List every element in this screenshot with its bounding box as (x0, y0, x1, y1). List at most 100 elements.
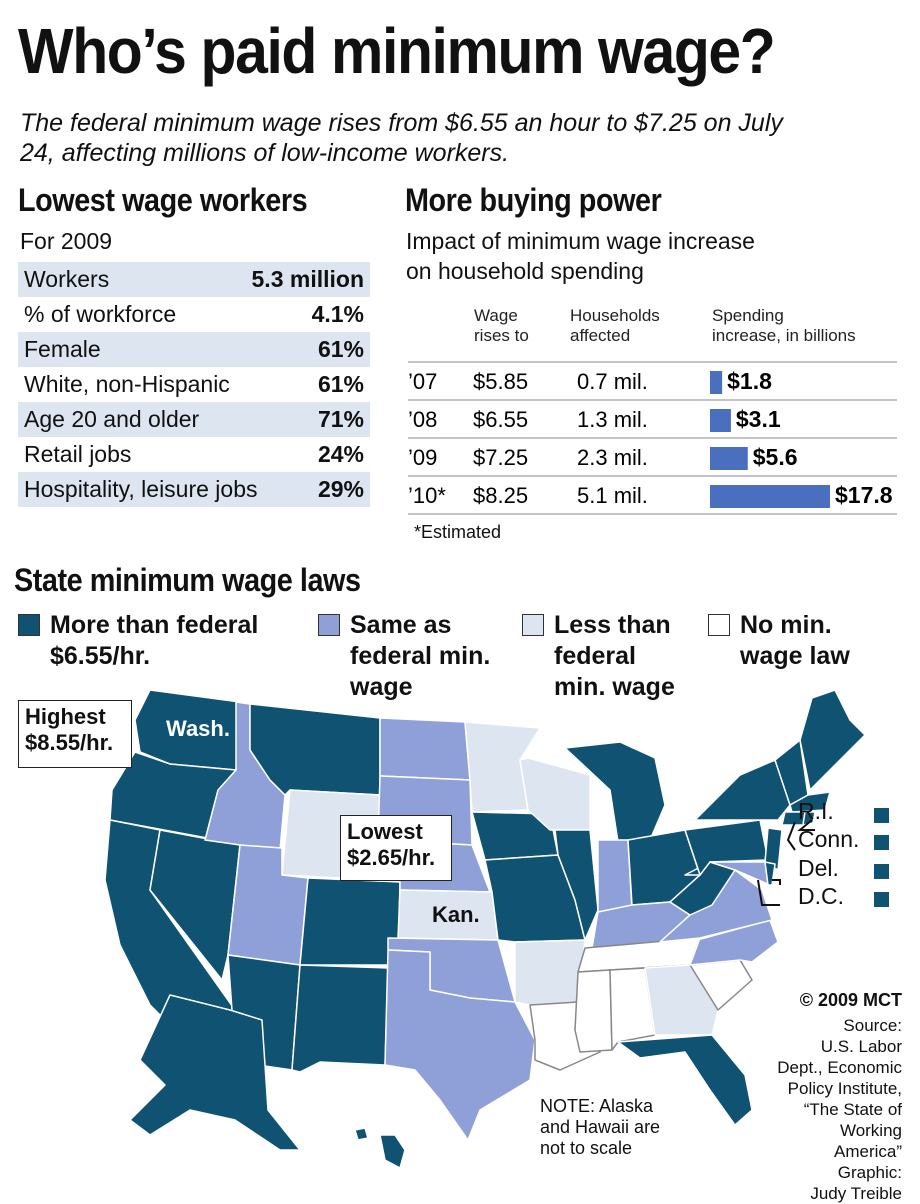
year-label: ’07 (408, 369, 437, 394)
row-label: Age 20 and older (24, 406, 200, 432)
year-label: ’10* (408, 483, 446, 508)
lowest-wage-table: Workers 5.3 million % of workforce 4.1% Fe… (18, 262, 370, 507)
state-new-york (694, 759, 791, 821)
row-value: 4.1% (311, 301, 364, 327)
wage-value: $8.25 (473, 483, 528, 508)
buying-power-subheading-2: on household spending (406, 258, 644, 284)
col-header-wage-1: Wage (474, 306, 518, 325)
legend-label: federal min. (350, 642, 491, 670)
source-line: America” (833, 1142, 902, 1161)
legend-label: min. wage (554, 673, 675, 701)
table-row: White, non-Hispanic 61% (18, 367, 370, 402)
state-alaska (129, 994, 301, 1151)
lowest-wage-heading: Lowest wage workers (18, 182, 308, 218)
spending-label: $3.1 (736, 406, 781, 432)
leader-dc (757, 879, 780, 906)
table-row: Female 61% (18, 332, 370, 367)
row-value: 71% (317, 406, 364, 432)
row-value: 5.3 million (251, 266, 364, 292)
source-line: Policy Institute, (787, 1079, 902, 1098)
table-row: Workers 5.3 million (18, 262, 370, 297)
legend-label: $6.55/hr. (50, 642, 151, 670)
source-line: Dept., Economic (777, 1058, 902, 1077)
map-heading: State minimum wage laws (14, 562, 361, 598)
label-ri: R.I. (798, 798, 834, 824)
spending-label: $17.8 (835, 482, 893, 508)
spending-bar (710, 409, 731, 432)
table-row: Hospitality, leisure jobs 29% (18, 472, 370, 507)
label-conn: Conn. (798, 826, 860, 852)
swatch-dc (874, 892, 889, 907)
lowest-callout: Lowest $2.65/hr. (340, 815, 452, 881)
label-kan: Kan. (432, 902, 480, 927)
source-line: Graphic: (837, 1163, 902, 1182)
row-value: 29% (317, 476, 364, 502)
households-value: 2.3 mil. (577, 445, 648, 470)
col-header-households-1: Households (570, 306, 660, 325)
legend-label: More than federal (50, 611, 259, 639)
state-massachusetts (789, 791, 831, 813)
table-row: Age 20 and older 71% (18, 402, 370, 437)
note-line: not to scale (540, 1138, 633, 1158)
leader-ri (797, 819, 815, 831)
spending-bar (710, 447, 748, 470)
source-credits: Source: U.S. Labor Dept., Economic Polic… (777, 1015, 902, 1204)
state-illinois (554, 829, 599, 941)
state-mississippi (574, 969, 613, 1053)
legend-label: Same as (350, 611, 452, 639)
row-label: % of workforce (24, 301, 177, 327)
col-header-wage-2: rises to (474, 326, 529, 345)
state-alabama (609, 967, 656, 1051)
state-hawaii-island (354, 1127, 369, 1141)
col-header-spending-1: Spending (712, 306, 784, 325)
note-line: and Hawaii are (540, 1117, 661, 1137)
lowest-label: Lowest (347, 819, 423, 844)
note-line: NOTE: Alaska (540, 1096, 654, 1116)
lowest-value: $2.65/hr. (347, 845, 436, 870)
table-row: % of workforce 4.1% (18, 297, 370, 332)
copyright: © 2009 MCT (799, 990, 902, 1010)
legend-swatch (522, 614, 544, 636)
label-del: Del. (798, 855, 839, 881)
col-header-households-2: affected (570, 326, 631, 345)
legend-label: wage law (740, 642, 850, 670)
households-value: 0.7 mil. (577, 369, 648, 394)
state-north-carolina (689, 919, 779, 966)
table-row: Retail jobs 24% (18, 437, 370, 472)
state-new-mexico (291, 964, 389, 1073)
legend-label: wage (350, 673, 413, 701)
legend-swatch (18, 614, 40, 636)
spending-bar (710, 371, 723, 394)
state-michigan (564, 741, 666, 843)
lowest-wage-subheading: For 2009 (20, 228, 113, 254)
label-dc: D.C. (798, 883, 844, 909)
households-value: 1.3 mil. (577, 407, 648, 432)
row-label: Retail jobs (24, 441, 132, 467)
row-label: White, non-Hispanic (24, 371, 230, 397)
swatch-ri (874, 808, 889, 823)
spending-label: $1.8 (727, 368, 772, 394)
spending-bar (710, 485, 830, 508)
wage-value: $6.55 (473, 407, 528, 432)
legend-swatch (318, 614, 340, 636)
year-label: ’09 (408, 445, 437, 470)
state-hawaii (379, 1134, 406, 1169)
buying-power-subheading-1: Impact of minimum wage increase (406, 228, 755, 254)
legend-swatch (708, 614, 730, 636)
state-arkansas (514, 939, 586, 1006)
highest-label: Highest (25, 704, 106, 729)
state-indiana (597, 839, 633, 913)
state-florida (617, 1034, 753, 1126)
swatch-del (874, 864, 889, 879)
page-subtitle: The federal minimum wage rises from $6.5… (20, 109, 783, 167)
highest-callout: Highest $8.55/hr. (18, 700, 132, 768)
wage-value: $5.85 (473, 369, 528, 394)
row-value: 61% (317, 336, 364, 362)
state-new-jersey (764, 827, 783, 871)
label-wash: Wash. (166, 716, 230, 741)
swatch-conn (874, 835, 889, 850)
row-label: Hospitality, leisure jobs (24, 476, 258, 502)
state-colorado (299, 877, 401, 966)
estimated-footnote: *Estimated (414, 522, 502, 542)
spending-label: $5.6 (753, 444, 798, 470)
